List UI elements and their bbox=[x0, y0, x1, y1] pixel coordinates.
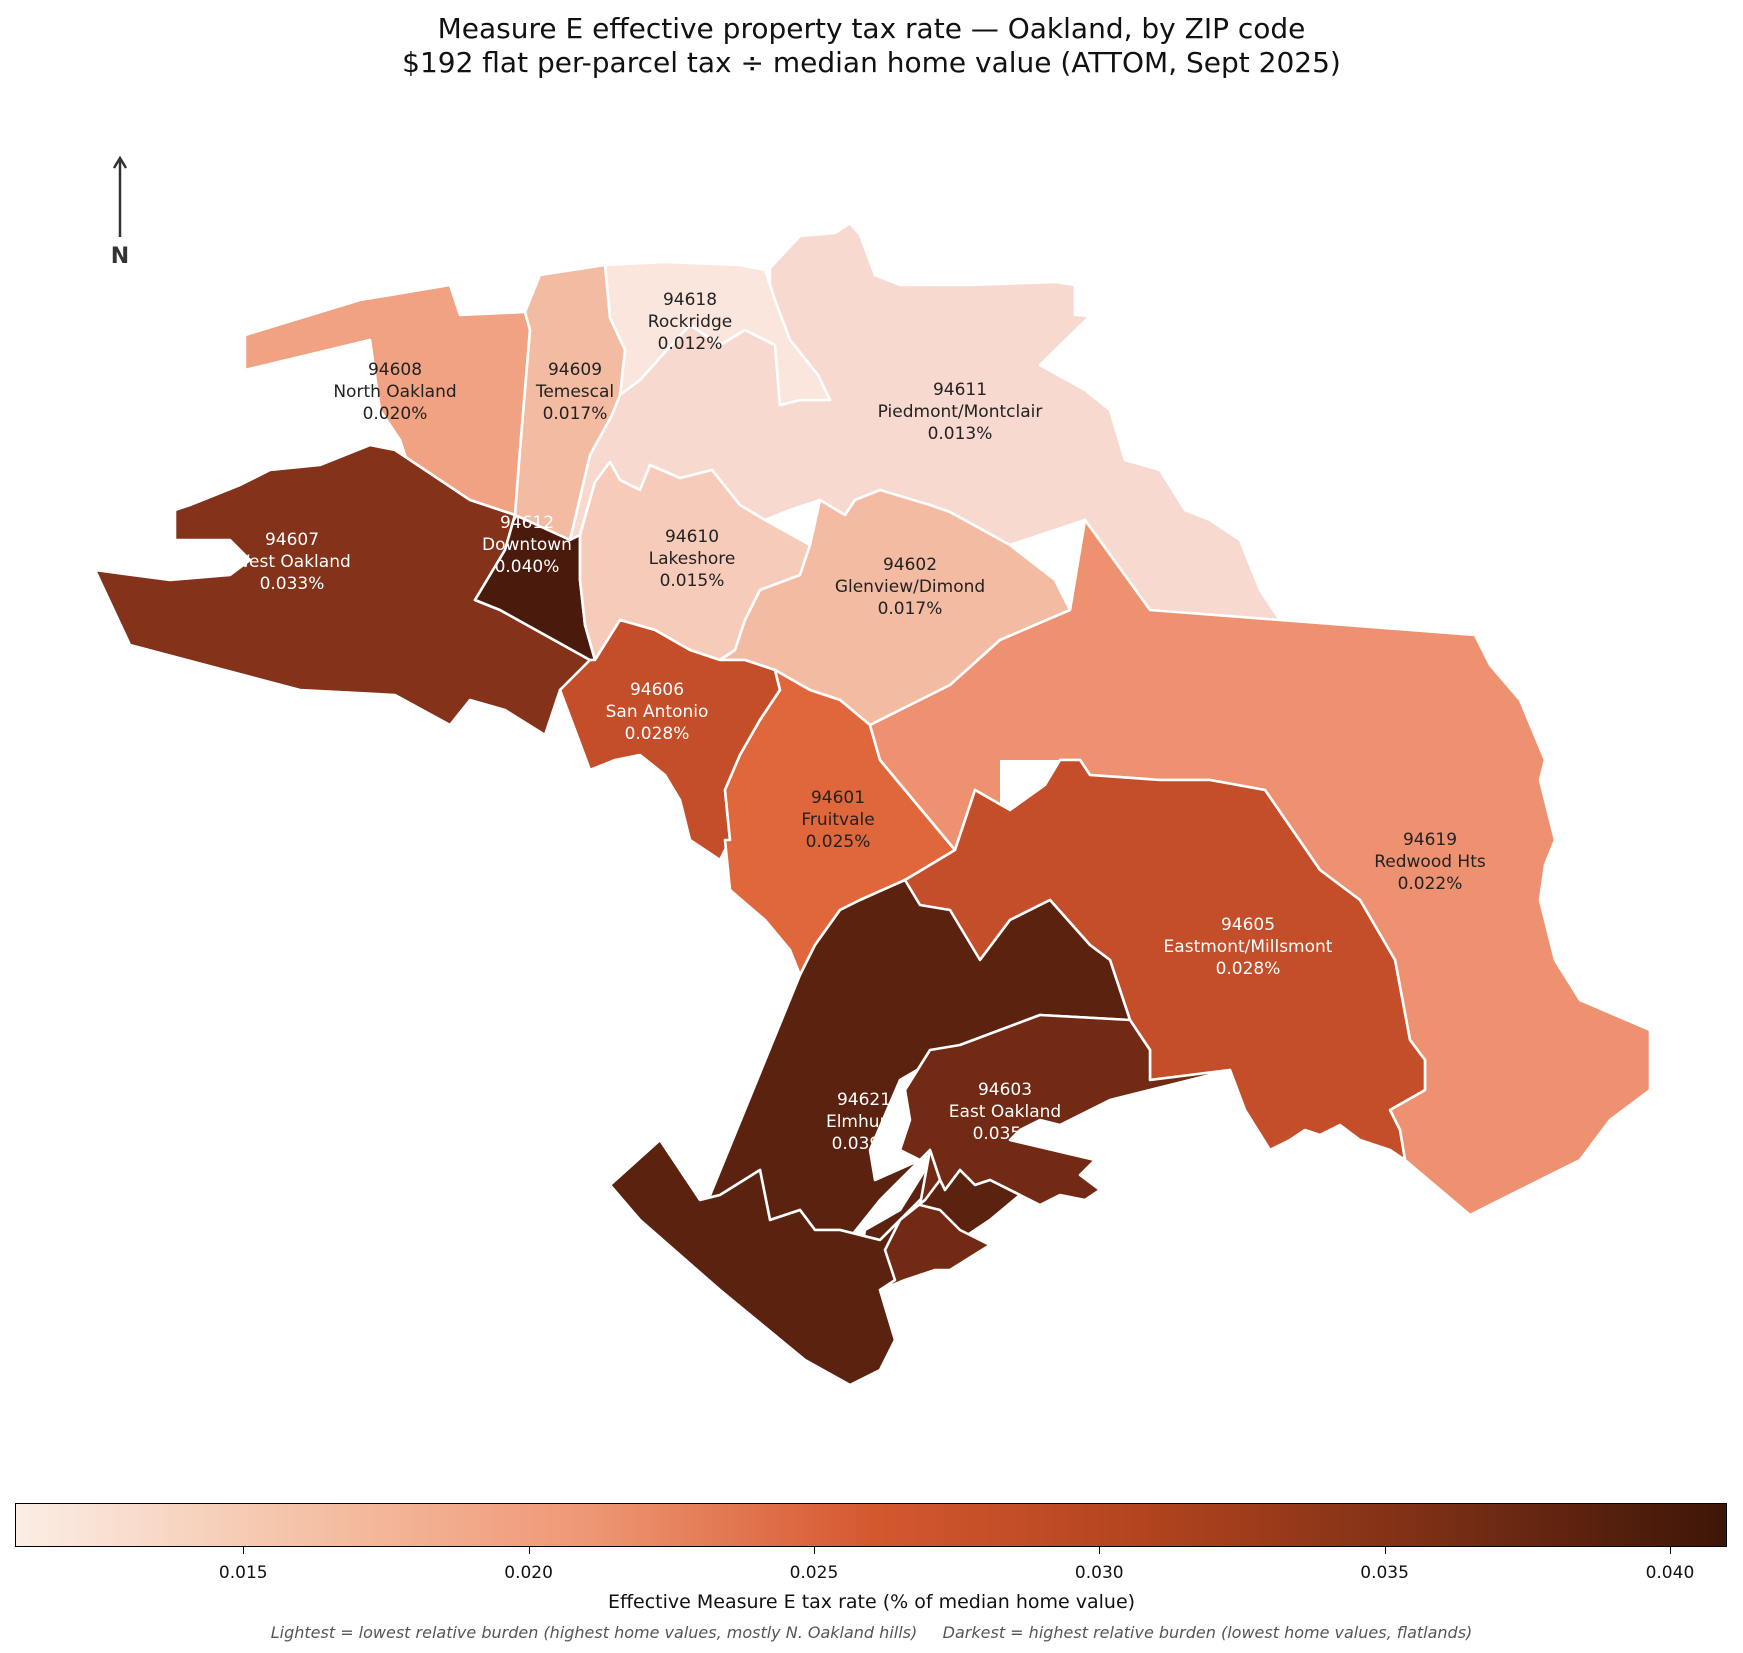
zip-label-94611: 94611 Piedmont/Montclair 0.013% bbox=[878, 380, 1043, 444]
zip-label-zip: 94610 bbox=[665, 527, 719, 547]
colorbar-tick-label: 0.020 bbox=[504, 1563, 553, 1583]
colorbar bbox=[15, 1503, 1727, 1547]
zip-label-94618: 94618 Rockridge 0.012% bbox=[648, 290, 732, 354]
colorbar-tick-label: 0.030 bbox=[1074, 1563, 1124, 1583]
north-arrow-head bbox=[112, 155, 128, 169]
zip-label-rate: 0.013% bbox=[928, 424, 993, 444]
zip-label-name: Eastmont/Millsmont bbox=[1164, 937, 1333, 957]
zip-label-94605: 94605 Eastmont/Millsmont 0.028% bbox=[1164, 915, 1333, 979]
footnote: Lightest = lowest relative burden (highe… bbox=[0, 1623, 1743, 1642]
zip-label-zip: 94603 bbox=[978, 1080, 1032, 1100]
zip-label-94602: 94602 Glenview/Dimond 0.017% bbox=[835, 555, 985, 619]
zip-label-name: Rockridge bbox=[648, 312, 732, 332]
zip-label-zip: 94611 bbox=[933, 380, 987, 400]
zip-label-zip: 94607 bbox=[265, 530, 319, 550]
colorbar-tick-label: 0.025 bbox=[789, 1563, 839, 1583]
zip-label-rate: 0.017% bbox=[543, 404, 608, 424]
zip-label-zip: 94612 bbox=[500, 513, 554, 533]
zip-label-name: Piedmont/Montclair bbox=[878, 402, 1043, 422]
colorbar-tick-label: 0.040 bbox=[1645, 1563, 1695, 1583]
zip-label-rate: 0.017% bbox=[878, 599, 943, 619]
north-label: N bbox=[111, 244, 129, 269]
zip-label-name: Temescal bbox=[535, 382, 614, 402]
zip-label-rate: 0.035% bbox=[973, 1124, 1038, 1144]
zip-label-rate: 0.012% bbox=[658, 334, 723, 354]
zip-label-rate: 0.040% bbox=[495, 557, 560, 577]
zip-label-name: East Oakland bbox=[949, 1102, 1061, 1122]
zip-label-94606: 94606 San Antonio 0.028% bbox=[606, 680, 709, 744]
zip-label-rate: 0.015% bbox=[660, 571, 725, 591]
colorbar-tick-mark bbox=[1384, 1547, 1386, 1554]
colorbar-tick-mark bbox=[243, 1547, 245, 1554]
zip-region-94621-south[interactable] bbox=[608, 1138, 1022, 1387]
zip-label-name: Elmhurst bbox=[826, 1112, 902, 1132]
colorbar-tick-mark bbox=[1669, 1547, 1671, 1554]
zip-label-rate: 0.020% bbox=[363, 404, 428, 424]
zip-label-rate: 0.025% bbox=[806, 832, 871, 852]
north-arrow: N bbox=[111, 155, 129, 269]
zip-label-94610: 94610 Lakeshore 0.015% bbox=[649, 527, 736, 591]
zip-label-rate: 0.033% bbox=[260, 574, 325, 594]
colorbar-label: Effective Measure E tax rate (% of media… bbox=[607, 1591, 1136, 1613]
colorbar-tick-mark bbox=[813, 1547, 815, 1554]
zip-label-name: Lakeshore bbox=[649, 549, 736, 569]
colorbar-tick-label: 0.015 bbox=[218, 1563, 268, 1583]
zip-label-zip: 94601 bbox=[811, 788, 865, 808]
zip-label-zip: 94618 bbox=[663, 290, 717, 310]
zip-label-name: San Antonio bbox=[606, 702, 709, 722]
zip-label-94612: 94612 Downtown 0.040% bbox=[482, 513, 572, 577]
zip-label-name: Fruitvale bbox=[801, 810, 874, 830]
map-title: Measure E effective property tax rate — … bbox=[437, 12, 1306, 45]
zip-region-94603-shore[interactable] bbox=[878, 1148, 992, 1292]
colorbar-tick-label: 0.035 bbox=[1360, 1563, 1409, 1583]
zip-label-zip: 94609 bbox=[548, 360, 602, 380]
zip-label-name: Glenview/Dimond bbox=[835, 577, 985, 597]
zip-label-rate: 0.039% bbox=[832, 1134, 897, 1154]
zip-label-name: Downtown bbox=[482, 535, 572, 555]
zip-label-zip: 94605 bbox=[1221, 915, 1275, 935]
zip-label-zip: 94606 bbox=[630, 680, 684, 700]
zip-label-94601: 94601 Fruitvale 0.025% bbox=[801, 788, 874, 852]
zip-region-94609[interactable] bbox=[513, 263, 627, 542]
footnote-left: Lightest = lowest relative burden (highe… bbox=[270, 1623, 918, 1642]
zip-label-name: West Oakland bbox=[233, 552, 351, 572]
colorbar-tick-mark bbox=[1099, 1547, 1101, 1554]
zip-region-94618[interactable] bbox=[603, 260, 832, 407]
map-subtitle: $192 flat per-parcel tax ÷ median home v… bbox=[402, 46, 1341, 79]
colorbar-tick-mark bbox=[528, 1547, 530, 1554]
footnote-right: Darkest = highest relative burden (lowes… bbox=[942, 1623, 1473, 1642]
zip-label-rate: 0.028% bbox=[1216, 959, 1281, 979]
zip-label-zip: 94602 bbox=[883, 555, 937, 575]
zip-label-94609: 94609 Temescal 0.017% bbox=[535, 360, 614, 424]
zip-label-name: Redwood Hts bbox=[1374, 852, 1486, 872]
zip-label-rate: 0.028% bbox=[625, 724, 690, 744]
zip-label-zip: 94608 bbox=[368, 360, 422, 380]
zip-label-zip: 94619 bbox=[1403, 830, 1457, 850]
zip-label-name: North Oakland bbox=[333, 382, 456, 402]
zip-label-zip: 94621 bbox=[837, 1090, 891, 1110]
zip-label-94621: 94621 Elmhurst 0.039% bbox=[826, 1090, 902, 1154]
zip-label-94603: 94603 East Oakland 0.035% bbox=[949, 1080, 1061, 1144]
zip-label-rate: 0.022% bbox=[1398, 874, 1463, 894]
zip-label-94608: 94608 North Oakland 0.020% bbox=[333, 360, 456, 424]
zip-label-94607: 94607 West Oakland 0.033% bbox=[233, 530, 351, 594]
zip-choropleth-map: N 94618 Rockridge 0.012% 94611 Piedmont/Mont… bbox=[93, 155, 1652, 1387]
zip-label-94619: 94619 Redwood Hts 0.022% bbox=[1374, 830, 1486, 894]
